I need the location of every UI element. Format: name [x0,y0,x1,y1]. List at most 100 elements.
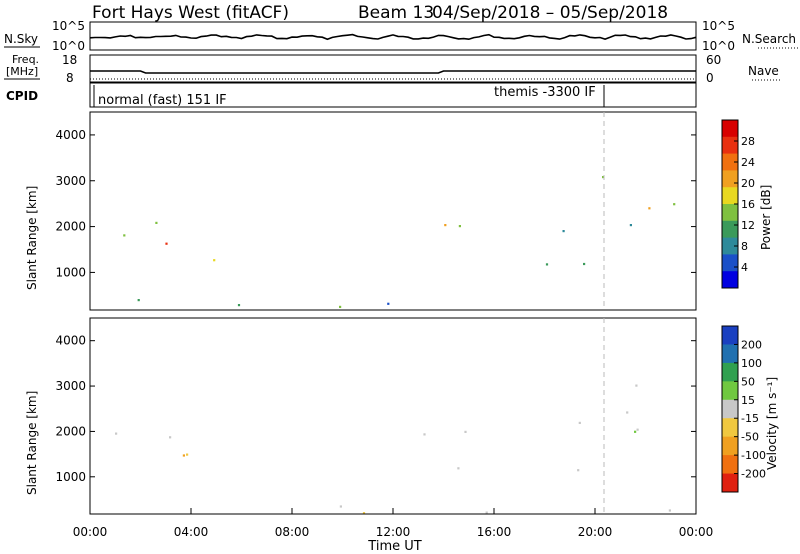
x-tick-label: 00:00 [679,525,714,539]
colorbar-tick-label: 8 [741,240,748,253]
colorbar-tick-label: 15 [741,394,755,407]
colorbar-segment [722,271,738,289]
power-colorbar-label: Power [dB] [759,185,773,250]
cpid-right-text: themis -3300 IF [494,85,596,100]
colorbar-segment [722,473,738,493]
colorbar-segment [722,344,738,364]
freq-unit: [MHz] [6,65,38,78]
station-title: Fort Hays West (fitACF) [92,3,289,23]
echo-cell [458,225,461,228]
echo-cell [629,224,632,227]
echo-cell [602,176,605,179]
y-tick-label: 1000 [55,265,86,279]
colorbar-segment [722,326,738,345]
echo-cell [626,411,629,414]
nave-label: Nave [748,64,779,78]
echo-cell [155,221,158,224]
colorbar-tick-label: 4 [741,261,748,274]
colorbar-tick-label: 50 [741,375,755,388]
velocity-y-ticks: 1000 2000 3000 4000 [55,334,696,484]
colorbar-tick-label: -200 [741,468,766,481]
cpid-panel: CPID normal (fast) 151 IF themis -3300 I… [6,82,697,108]
velocity-scatter [115,384,671,515]
colorbar-tick-label: 200 [741,338,762,351]
echo-cell [577,469,580,472]
colorbar-tick-label: -15 [741,412,759,425]
colorbar-tick-label: 24 [741,156,755,169]
colorbar-segment [722,381,738,401]
power-y-ticks: 1000 2000 3000 4000 [55,128,696,279]
x-tick-label: 08:00 [275,525,310,539]
y-tick-label: 2000 [55,424,86,438]
echo-cell [444,224,447,227]
echo-cell [464,430,467,433]
x-tick-label: 20:00 [578,525,613,539]
colorbar-tick-label: -50 [741,431,759,444]
nsky-label: N.Sky [4,32,38,46]
freq-panel: Freq. [MHz] 18 8 60 0 Nave [4,53,780,85]
echo-cell [673,203,676,206]
echo-cell [635,384,638,387]
power-y-axis-label: Slant Range [km] [25,186,39,290]
nsky-panel: N.Sky 10^5 10^0 N.Search 10^5 10^0 [4,19,798,53]
echo-cell [583,262,586,266]
colorbar-tick-label: 20 [741,177,755,190]
nsky-tick-bottom: 10^0 [52,39,85,53]
echo-cell [485,511,488,514]
nave-tick-bottom: 0 [706,71,714,85]
velocity-colorbar: 200 100 50 15 -15 -50 -100 -200 [721,325,766,493]
nsky-trace [89,33,697,41]
nsearch-label: N.Search [742,32,796,46]
echo-cell [182,454,185,457]
velocity-y-axis-label: Slant Range [km] [25,391,39,495]
echo-cell [423,433,426,436]
power-panel: 1000 2000 3000 4000 Slant Range [km] 28 24 20… [25,111,773,311]
freq-label: Freq. [12,53,39,66]
cpid-left-text: normal (fast) 151 IF [98,93,227,108]
x-axis-label: Time UT [367,539,421,554]
x-tick-label: 16:00 [477,525,512,539]
echo-cell [237,304,241,307]
colorbar-segment [722,153,738,171]
power-colorbar: 28 24 20 16 12 8 4 [721,119,755,289]
echo-cell [634,430,637,433]
nsky-tick-top: 10^5 [52,19,85,33]
echo-cell [668,509,671,512]
x-axis-ticks: 00:00 04:00 08:00 12:00 16:00 20:00 00:00 [73,508,714,539]
echo-cell [186,453,189,456]
colorbar-segment [722,170,738,188]
colorbar-segment [722,418,738,438]
date-range: 04/Sep/2018 – 05/Sep/2018 [432,3,668,23]
echo-cell [137,299,140,302]
velocity-colorbar-label: Velocity [m s⁻¹] [765,377,779,470]
echo-cell [562,230,565,233]
colorbar-segment [722,362,738,382]
colorbar-frame [721,325,739,493]
y-tick-label: 1000 [55,470,86,484]
y-tick-label: 4000 [55,334,86,348]
echo-cell [123,234,126,237]
nsearch-tick-bottom: 10^0 [702,39,735,53]
y-tick-label: 2000 [55,220,86,234]
nave-tick-top: 60 [706,53,721,67]
echo-cell [165,242,168,245]
freq-tick-bottom: 8 [66,71,74,85]
echo-cell [545,263,549,266]
colorbar-segment [722,237,738,255]
echo-cell [339,505,342,508]
colorbar-tick-label: 28 [741,135,755,148]
echo-cell [362,512,366,515]
colorbar-segment [722,204,738,222]
x-tick-label: 04:00 [174,525,209,539]
colorbar-segment [722,436,738,456]
y-tick-label: 3000 [55,174,86,188]
colorbar-segment [722,136,738,155]
echo-cell [213,259,216,262]
freq-tick-top: 18 [62,53,77,67]
echo-cell [387,302,390,305]
colorbar-segment [722,220,738,239]
colorbar-tick-label: 12 [741,219,755,232]
colorbar-segment [722,254,738,272]
freq-trace [90,70,696,74]
